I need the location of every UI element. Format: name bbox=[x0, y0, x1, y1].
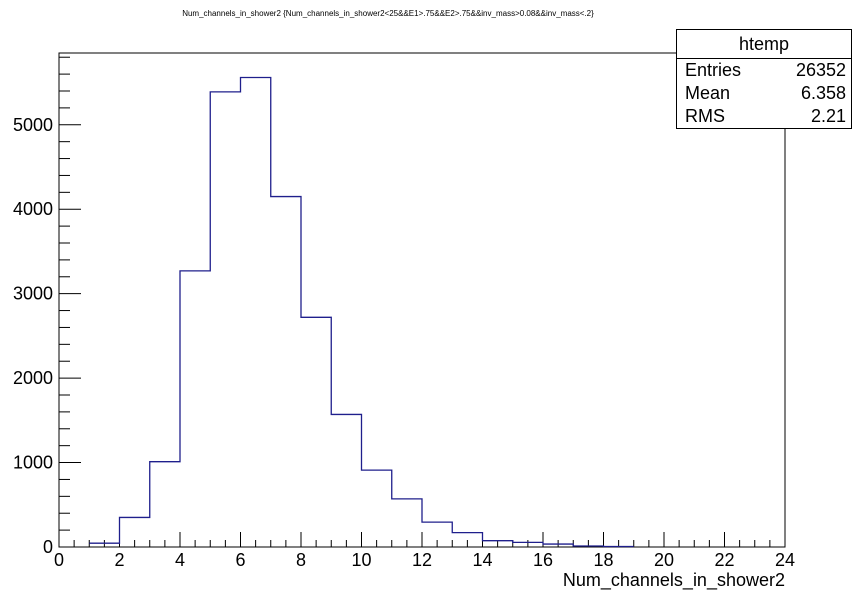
histogram-bin bbox=[180, 271, 210, 547]
x-tick-label: 24 bbox=[775, 550, 795, 570]
x-tick-label: 8 bbox=[296, 550, 306, 570]
x-tick-label: 0 bbox=[54, 550, 64, 570]
x-tick-label: 16 bbox=[533, 550, 553, 570]
x-tick-labels: 0 2 4 6 8 10 12 14 16 18 20 22 24 bbox=[54, 550, 795, 570]
x-tick-label: 18 bbox=[593, 550, 613, 570]
x-tick-label: 20 bbox=[654, 550, 674, 570]
x-tick-label: 12 bbox=[412, 550, 432, 570]
histogram-bin bbox=[271, 197, 301, 547]
stats-row-entries: Entries 26352 bbox=[677, 59, 851, 82]
y-tick-labels: 0 1000 2000 3000 4000 5000 bbox=[13, 115, 53, 557]
histogram-outline bbox=[89, 76, 634, 548]
chart-title: Num_channels_in_shower2 {Num_channels_in… bbox=[182, 9, 594, 18]
x-axis-label: Num_channels_in_shower2 bbox=[563, 570, 785, 591]
y-tick-label: 1000 bbox=[13, 453, 53, 473]
x-tick-label: 22 bbox=[714, 550, 734, 570]
histogram-bins bbox=[89, 77, 634, 547]
histogram-bin bbox=[392, 499, 422, 547]
stats-mean-label: Mean bbox=[685, 83, 731, 103]
histogram-bin bbox=[301, 317, 331, 547]
x-tick-label: 6 bbox=[235, 550, 245, 570]
stats-entries-label: Entries bbox=[685, 60, 742, 80]
y-tick-label: 3000 bbox=[13, 284, 53, 304]
histogram-bin bbox=[331, 414, 361, 547]
y-tick-label: 4000 bbox=[13, 199, 53, 219]
histogram-bin bbox=[150, 462, 180, 547]
axis-ticks bbox=[58, 56, 786, 548]
stats-box: htemp Entries 26352 Mean 6.358 RMS 2.21 bbox=[676, 29, 852, 129]
stats-row-rms: RMS 2.21 bbox=[677, 105, 851, 128]
stats-entries-value: 26352 bbox=[795, 60, 846, 80]
histogram-bin bbox=[362, 470, 392, 547]
stats-row-mean: Mean 6.358 bbox=[677, 82, 851, 105]
y-tick-label: 2000 bbox=[13, 368, 53, 388]
histogram-bin bbox=[210, 92, 240, 547]
x-tick-label: 2 bbox=[114, 550, 124, 570]
stats-mean-value: 6.358 bbox=[800, 83, 846, 103]
x-tick-label: 4 bbox=[175, 550, 185, 570]
x-tick-label: 10 bbox=[351, 550, 371, 570]
stats-rms-value: 2.21 bbox=[810, 106, 846, 126]
stats-rms-label: RMS bbox=[685, 106, 725, 126]
y-tick-label: 0 bbox=[43, 537, 53, 557]
stats-title: htemp bbox=[677, 30, 851, 59]
histogram-bin bbox=[241, 77, 271, 547]
x-tick-label: 14 bbox=[472, 550, 492, 570]
y-tick-label: 5000 bbox=[13, 115, 53, 135]
